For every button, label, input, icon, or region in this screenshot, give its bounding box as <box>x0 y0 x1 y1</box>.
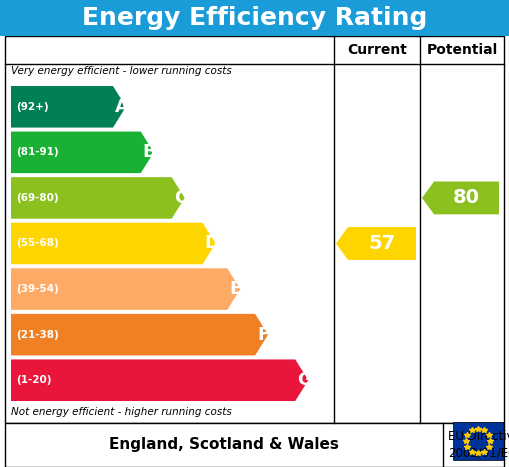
Bar <box>5 423 504 467</box>
Text: (55-68): (55-68) <box>16 239 59 248</box>
Polygon shape <box>336 227 416 260</box>
Polygon shape <box>422 182 499 214</box>
Text: (39-54): (39-54) <box>16 284 59 294</box>
Polygon shape <box>11 132 154 173</box>
Text: G: G <box>297 371 312 389</box>
Text: England, Scotland & Wales: England, Scotland & Wales <box>109 438 339 453</box>
Polygon shape <box>11 223 216 264</box>
Text: (81-91): (81-91) <box>16 148 59 157</box>
Text: E: E <box>229 280 242 298</box>
Bar <box>453 422 503 460</box>
Text: 80: 80 <box>453 188 480 207</box>
Bar <box>0 0 509 36</box>
Text: 57: 57 <box>369 234 395 253</box>
Text: B: B <box>143 143 156 162</box>
Polygon shape <box>11 314 268 355</box>
Text: (92+): (92+) <box>16 102 49 112</box>
Polygon shape <box>11 177 185 219</box>
Text: Very energy efficient - lower running costs: Very energy efficient - lower running co… <box>11 66 232 76</box>
Text: C: C <box>174 189 187 207</box>
Text: (21-38): (21-38) <box>16 330 59 340</box>
Text: Not energy efficient - higher running costs: Not energy efficient - higher running co… <box>11 407 232 417</box>
Text: EU Directive
2002/91/EC: EU Directive 2002/91/EC <box>448 430 509 460</box>
Polygon shape <box>11 360 308 401</box>
Text: D: D <box>205 234 219 253</box>
Text: Current: Current <box>347 43 407 57</box>
Text: (1-20): (1-20) <box>16 375 51 385</box>
Text: Energy Efficiency Rating: Energy Efficiency Rating <box>82 6 427 30</box>
Text: F: F <box>257 325 269 344</box>
Text: Potential: Potential <box>427 43 498 57</box>
Text: (69-80): (69-80) <box>16 193 59 203</box>
Polygon shape <box>11 268 240 310</box>
Text: A: A <box>115 98 129 116</box>
Bar <box>5 36 504 423</box>
Polygon shape <box>11 86 126 127</box>
